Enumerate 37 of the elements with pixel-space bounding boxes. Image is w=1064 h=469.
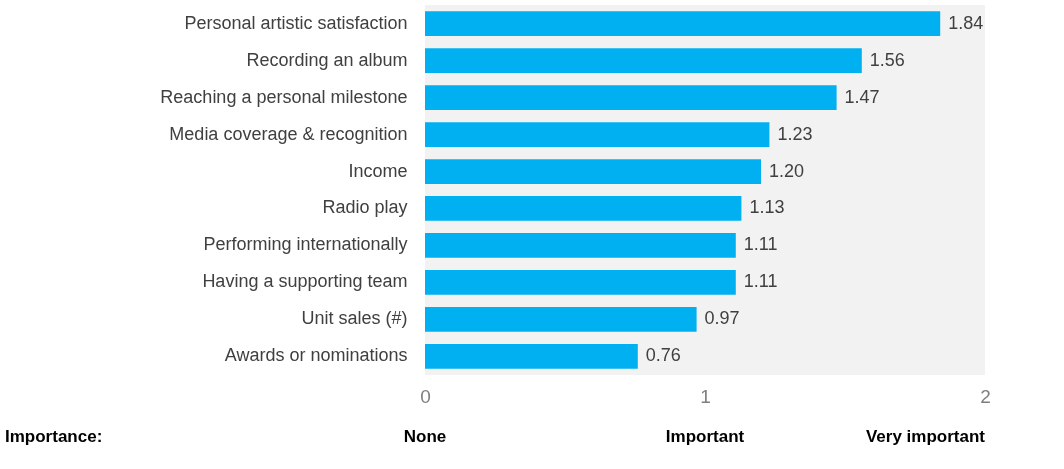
data-label: 1.13 <box>749 197 785 218</box>
y-tick-label: Reaching a personal milestone <box>160 86 408 107</box>
data-label: 0.76 <box>645 345 681 366</box>
bar <box>425 343 638 369</box>
bar <box>425 233 736 258</box>
x-tick-label: 0 <box>420 385 431 407</box>
bar <box>425 122 770 147</box>
y-tick-label: Radio play <box>322 197 408 218</box>
y-tick-label: Personal artistic satisfaction <box>184 12 408 33</box>
data-label: 0.97 <box>704 308 740 329</box>
y-tick-label: Awards or nominations <box>224 345 408 366</box>
y-tick-label: Unit sales (#) <box>301 308 408 329</box>
data-label: 1.84 <box>948 12 984 33</box>
y-tick-label: Income <box>348 160 408 181</box>
data-label: 1.47 <box>844 86 880 107</box>
y-tick-label: Media coverage & recognition <box>169 123 408 144</box>
text: Importance: <box>5 427 103 446</box>
data-label: 1.20 <box>769 160 805 181</box>
bar <box>425 196 742 221</box>
text: Important <box>665 427 745 446</box>
y-tick-label: Having a supporting team <box>202 271 408 292</box>
data-label: 1.11 <box>743 271 778 292</box>
bar <box>425 85 837 110</box>
y-tick-label: Recording an album <box>246 49 408 70</box>
bar <box>425 306 697 332</box>
x-tick-label: 1 <box>700 385 711 407</box>
data-label: 1.23 <box>777 123 813 144</box>
text: None <box>403 427 447 446</box>
bar <box>425 270 736 295</box>
y-tick-label: Performing internationally <box>203 234 408 255</box>
x-tick-label: 2 <box>980 385 991 407</box>
bar <box>425 11 941 37</box>
bar <box>425 48 862 74</box>
data-label: 1.56 <box>869 49 905 70</box>
text: Very important <box>865 427 986 446</box>
bar <box>425 159 761 184</box>
data-label: 1.11 <box>743 234 778 255</box>
